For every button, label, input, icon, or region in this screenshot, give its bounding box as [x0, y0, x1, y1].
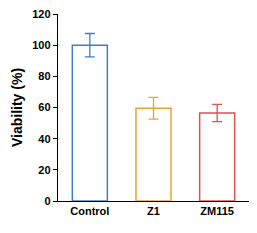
svg-text:80: 80 — [38, 70, 50, 82]
svg-text:20: 20 — [38, 164, 50, 176]
svg-text:40: 40 — [38, 133, 50, 145]
svg-text:120: 120 — [32, 8, 50, 20]
svg-text:Z1: Z1 — [147, 205, 160, 217]
svg-text:Control: Control — [70, 205, 109, 217]
svg-text:60: 60 — [38, 101, 50, 113]
svg-text:Viability (%): Viability (%) — [9, 68, 25, 147]
svg-text:0: 0 — [44, 195, 50, 207]
svg-text:ZM115: ZM115 — [200, 205, 234, 217]
svg-text:100: 100 — [32, 39, 50, 51]
